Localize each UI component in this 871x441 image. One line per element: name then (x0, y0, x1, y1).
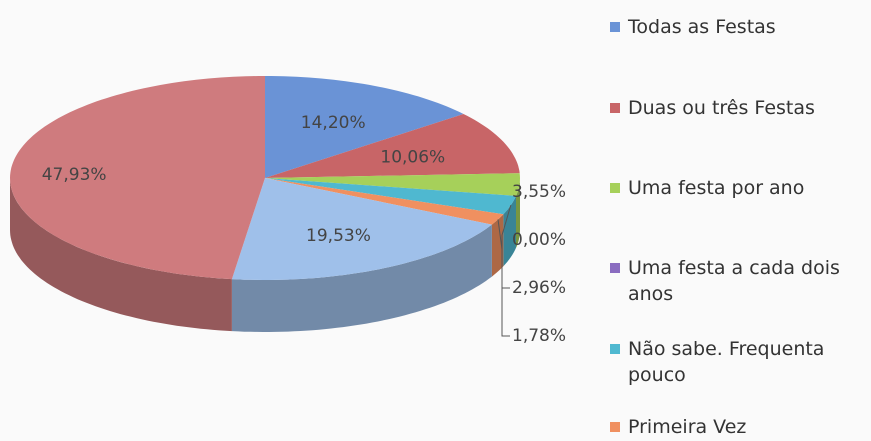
pie-slice (265, 76, 464, 178)
legend-item: Todas as Festas (610, 14, 842, 40)
pie-top (231, 178, 492, 280)
pie-slice (265, 173, 520, 248)
pie-top (265, 76, 464, 178)
legend-swatch (610, 103, 620, 113)
pie-slice (265, 178, 516, 267)
pie-slice (265, 178, 504, 277)
pie-top (265, 114, 520, 178)
legend-item: Duas ou três Festas (610, 95, 842, 121)
legend-label: Não sabe. Frequenta pouco (628, 338, 825, 386)
pie-slice (10, 76, 265, 332)
pie-side (516, 178, 520, 248)
leader-line (497, 219, 510, 337)
pie-top (10, 76, 265, 280)
data-label: 0,00% (512, 230, 566, 250)
legend-item: Não sabe. Frequenta pouco (610, 336, 842, 388)
data-label: 2,96% (512, 278, 566, 298)
legend-item: Primeira Vez (610, 414, 842, 440)
data-label: 14,20% (301, 113, 366, 133)
legend-swatch (610, 344, 620, 354)
legend-label: Uma festa por ano (628, 177, 805, 199)
data-label: 3,55% (512, 182, 566, 202)
pie-side (491, 214, 504, 277)
legend-swatch (610, 263, 620, 273)
legend-swatch (610, 22, 620, 32)
legend-label: Primeira Vez (628, 416, 747, 438)
data-label: 19,53% (306, 226, 371, 246)
legend-item: Uma festa por ano (610, 175, 842, 201)
pie-top (265, 173, 520, 196)
pie-side (503, 195, 516, 267)
pie-side (231, 224, 492, 332)
legend-label: Uma festa a cada dois anos (628, 257, 840, 305)
legend-swatch (610, 422, 620, 432)
data-label: 47,93% (42, 165, 107, 185)
legend-item: Uma festa a cada dois anos (610, 255, 842, 307)
pie-slice (265, 114, 520, 178)
legend-swatch (610, 183, 620, 193)
pie-top (265, 178, 516, 215)
data-label: 10,06% (380, 148, 445, 168)
legend-label: Todas as Festas (628, 16, 776, 38)
legend-label: Duas ou três Festas (628, 97, 815, 119)
pie-top (265, 178, 504, 225)
chart: 14,20% 10,06% 3,55% 0,00% 2,96% 1,78% 19,53% 47… (10, 76, 566, 346)
pie-side (10, 178, 232, 332)
pie-slice (231, 178, 492, 332)
data-label: 1,78% (512, 326, 566, 346)
